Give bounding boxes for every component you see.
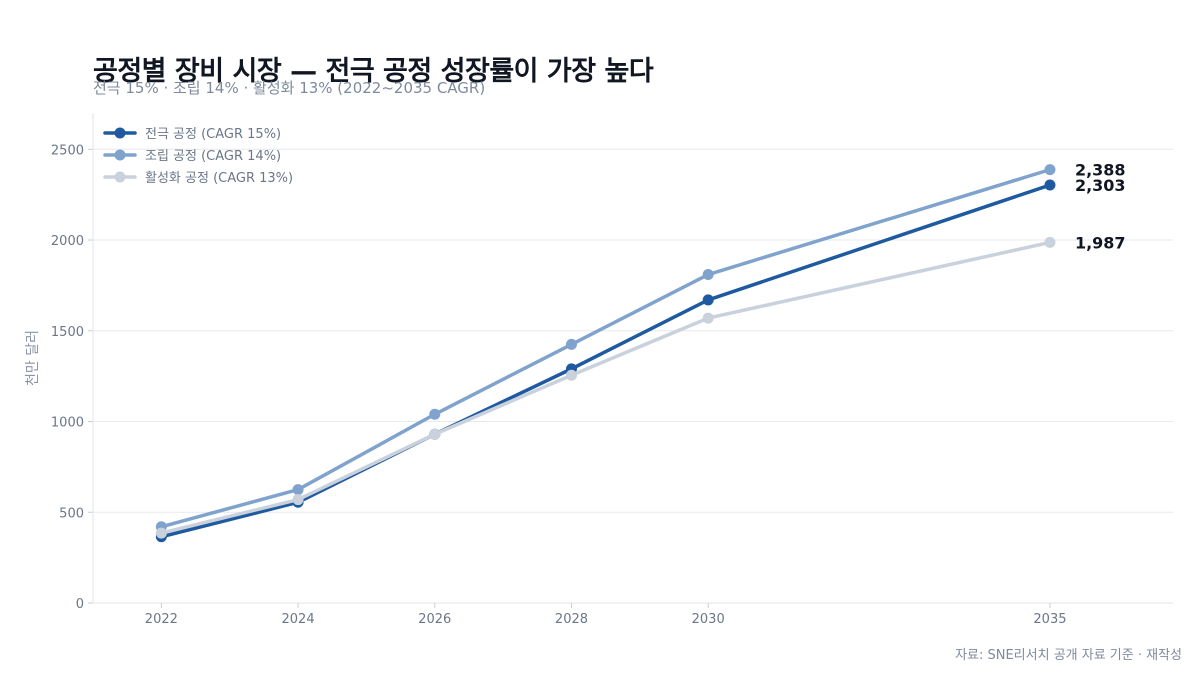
series-line <box>159 183 1052 539</box>
y-tick-label: 2500 <box>51 143 84 158</box>
y-axis-label: 천만 달러 <box>25 330 41 386</box>
grid-lines <box>93 148 1173 604</box>
x-tick-label: 2022 <box>145 612 178 627</box>
x-tick-label: 2035 <box>1033 612 1066 627</box>
data-point <box>155 527 167 539</box>
source-note: 자료: SNE리서치 공개 자료 기준 · 재작성 <box>955 648 1182 663</box>
end-value-label: 1,987 <box>1075 233 1126 252</box>
x-tick-label: 2026 <box>418 612 451 627</box>
data-point <box>565 338 577 350</box>
legend-item: 전극 공정 (CAGR 15%) <box>103 127 281 142</box>
data-point <box>702 294 714 306</box>
series-line <box>159 167 1052 529</box>
y-tick-label: 1000 <box>51 416 84 431</box>
legend-label: 조립 공정 (CAGR 14%) <box>145 149 281 164</box>
legend-label: 전극 공정 (CAGR 15%) <box>145 127 281 142</box>
legend: 전극 공정 (CAGR 15%) 조립 공정 (CAGR 14%) 활성화 공정 (… <box>103 127 293 186</box>
x-tick-label: 2030 <box>692 612 725 627</box>
end-value-label: 2,303 <box>1075 176 1126 195</box>
data-point <box>1044 236 1056 248</box>
end-value-label: 2,388 <box>1075 161 1126 180</box>
axes: 0 500 1000 1500 2000 2500 2022 2024 2026 2028 2030… <box>51 113 1173 627</box>
x-tick-label: 2028 <box>555 612 588 627</box>
data-point <box>429 408 441 420</box>
legend-item: 활성화 공정 (CAGR 13%) <box>103 171 293 186</box>
y-tick-label: 1500 <box>51 325 84 340</box>
x-tick-label: 2024 <box>282 612 315 627</box>
series-line <box>159 240 1052 535</box>
data-point <box>429 428 441 440</box>
data-point <box>292 484 304 496</box>
data-point <box>1044 164 1056 176</box>
legend-swatch-marker <box>114 171 126 183</box>
chart-title: 공정별 장비 시장 — 전극 공정 성장률이 가장 높다 <box>93 56 654 87</box>
legend-swatch-marker <box>114 127 126 139</box>
legend-label: 활성화 공정 (CAGR 13%) <box>145 171 293 186</box>
legend-item: 조립 공정 (CAGR 14%) <box>103 149 281 164</box>
data-point <box>702 269 714 281</box>
data-point <box>292 494 304 506</box>
data-point <box>702 312 714 324</box>
legend-swatch-marker <box>114 149 126 161</box>
chart-subtitle: 전극 15% · 조립 14% · 활성화 13% (2022~2035 CAG… <box>93 79 486 97</box>
y-tick-label: 500 <box>59 506 84 521</box>
data-point <box>565 369 577 381</box>
y-tick-label: 0 <box>76 597 84 612</box>
data-point <box>1044 179 1056 191</box>
y-tick-label: 2000 <box>51 234 84 249</box>
